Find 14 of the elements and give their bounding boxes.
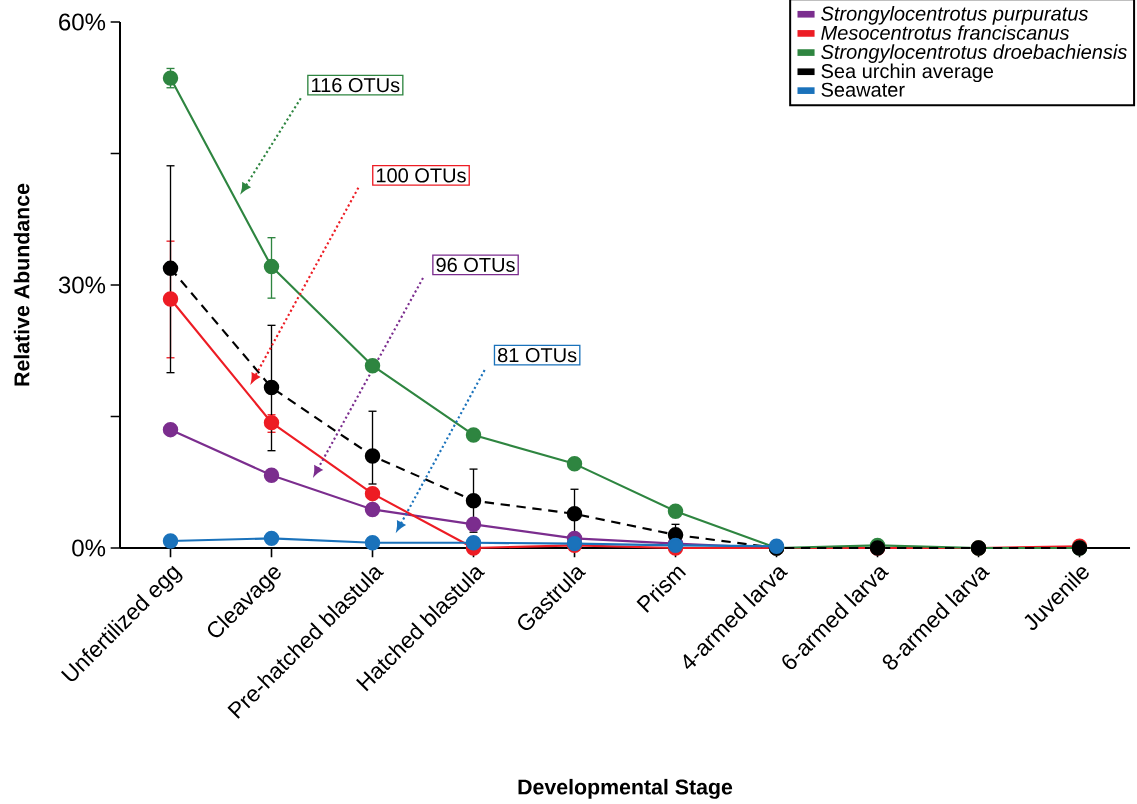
y-axis-title: Relative Abundance	[13, 183, 30, 386]
legend-label: Strongylocentrotus droebachiensis	[821, 44, 1127, 63]
legend-label: Seawater	[821, 82, 905, 97]
legend-label: Sea urchin average	[821, 63, 994, 83]
annotation: 96 OTUs	[436, 257, 515, 272]
y-tick-label: 60%	[59, 13, 106, 31]
x-axis-title: Developmental Stage	[518, 778, 733, 799]
y-tick-label: 0%	[72, 539, 106, 557]
legend-label: Mesocentrotus franciscanus	[821, 25, 1070, 40]
annotation: 100 OTUs	[376, 168, 466, 183]
annotation: 81 OTUs	[498, 348, 577, 363]
legend-label: Strongylocentrotus purpuratus	[821, 6, 1089, 25]
y-tick-label: 30%	[58, 276, 106, 294]
annotation: 116 OTUs	[312, 78, 400, 93]
